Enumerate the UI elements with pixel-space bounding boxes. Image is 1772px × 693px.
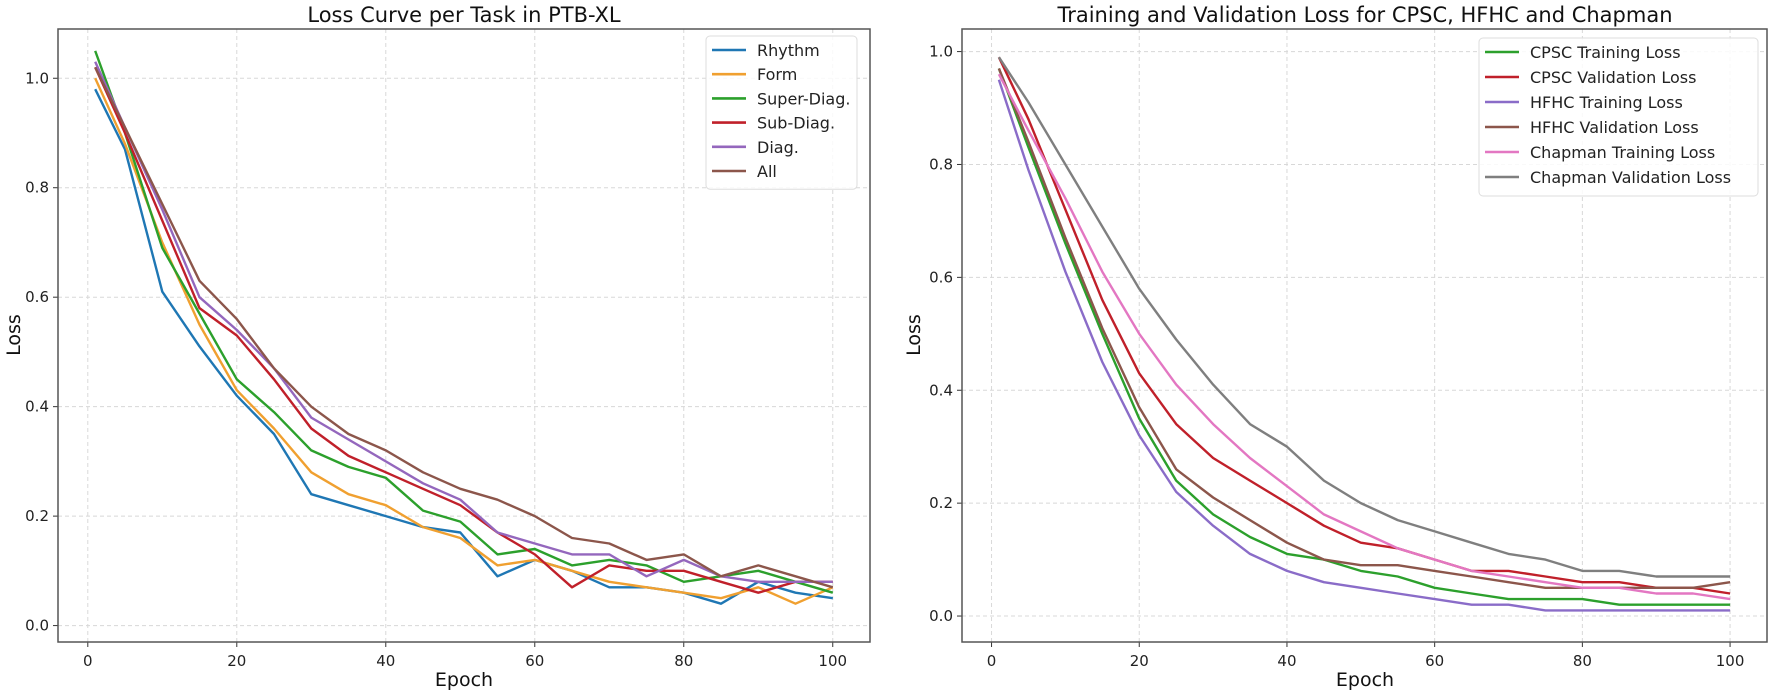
legend: Rhythm Form Super-Diag. Sub-Diag. Diag. All xyxy=(705,35,858,190)
legend-label: Form xyxy=(757,65,797,84)
x-tick-label: 0 xyxy=(987,652,997,670)
series-line-hfhc-training-loss xyxy=(997,79,1731,612)
y-tick-label: 0.0 xyxy=(929,607,953,625)
legend: CPSC Training Loss CPSC Validation Loss HF… xyxy=(1478,37,1759,197)
y-tick-label: 0.2 xyxy=(929,494,953,512)
series-line-cpsc-training-loss xyxy=(997,68,1731,606)
legend-label: All xyxy=(757,162,777,181)
x-tick-label: 100 xyxy=(818,652,847,670)
legend-label: HFHC Validation Loss xyxy=(1530,118,1699,137)
loss-per-task-chart: Loss Curve per Task in PTB-XL Epoch Loss… xyxy=(3,3,871,691)
legend-label: Rhythm xyxy=(757,41,820,60)
series-line-sub-diag xyxy=(94,66,833,594)
x-tick-label: 20 xyxy=(227,652,246,670)
x-axis-label: Epoch xyxy=(1336,669,1394,691)
series-line-chapman-validation-loss xyxy=(997,56,1731,578)
series-line-cpsc-validation-loss xyxy=(997,56,1731,595)
chart-title: Loss Curve per Task in PTB-XL xyxy=(307,3,621,27)
legend-label: HFHC Training Loss xyxy=(1530,93,1683,112)
series-line-form xyxy=(94,77,834,605)
x-tick-label: 40 xyxy=(1277,652,1296,670)
y-tick-label: 0.6 xyxy=(929,268,953,286)
y-tick-label: 0.2 xyxy=(25,507,49,525)
y-tick-label: 0.8 xyxy=(25,179,49,197)
y-axis-label: Loss xyxy=(3,314,25,356)
y-tick-label: 0.6 xyxy=(25,288,49,306)
x-tick-label: 80 xyxy=(674,652,693,670)
legend-label: Chapman Training Loss xyxy=(1530,143,1715,162)
legend-label: Diag. xyxy=(757,138,799,157)
series-line-diag xyxy=(94,61,833,583)
series-line-rhythm xyxy=(94,88,833,605)
y-tick-label: 0.0 xyxy=(25,617,49,635)
y-tick-label: 0.4 xyxy=(25,398,49,416)
y-tick-label: 1.0 xyxy=(929,43,953,61)
y-tick-label: 0.8 xyxy=(929,155,953,173)
x-tick-label: 40 xyxy=(376,652,395,670)
x-tick-label: 60 xyxy=(1425,652,1444,670)
x-tick-label: 80 xyxy=(1573,652,1592,670)
legend-label: Super-Diag. xyxy=(757,89,850,108)
legend-label: Sub-Diag. xyxy=(757,114,835,133)
series-line-all xyxy=(94,66,834,589)
legend-label: CPSC Training Loss xyxy=(1530,43,1681,62)
y-tick-label: 0.4 xyxy=(929,381,953,399)
legend-label: Chapman Validation Loss xyxy=(1530,168,1731,187)
legend-label: CPSC Validation Loss xyxy=(1530,68,1696,87)
legend-box xyxy=(1478,37,1759,197)
train-val-loss-chart: Training and Validation Loss for CPSC, H… xyxy=(903,3,1768,691)
y-axis-label: Loss xyxy=(903,314,925,356)
x-tick-label: 60 xyxy=(525,652,544,670)
x-axis-label: Epoch xyxy=(435,669,493,691)
axes-frame xyxy=(961,28,1768,643)
chart-title: Training and Validation Loss for CPSC, H… xyxy=(1056,3,1672,27)
x-tick-label: 100 xyxy=(1716,652,1745,670)
x-tick-label: 20 xyxy=(1130,652,1149,670)
axes-frame xyxy=(57,28,871,643)
series-line-chapman-training-loss xyxy=(997,73,1731,601)
y-tick-label: 1.0 xyxy=(25,69,49,87)
x-tick-label: 0 xyxy=(83,652,93,670)
